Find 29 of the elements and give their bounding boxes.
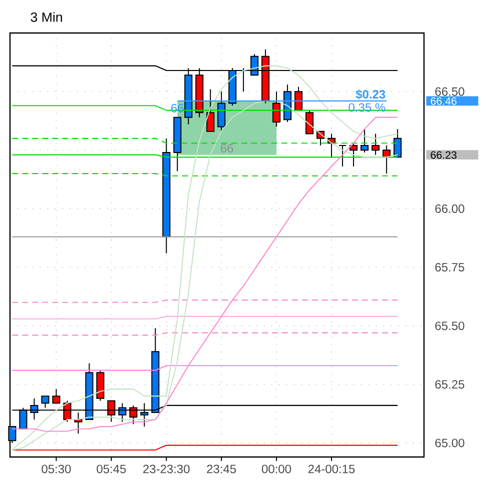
y-tick-label: 65.00 xyxy=(435,438,464,448)
candlestick xyxy=(372,133,380,156)
x-tick-label: 00:00 xyxy=(262,464,292,474)
annotation: 66 xyxy=(171,104,184,112)
candlestick xyxy=(394,128,402,158)
x-tick-label: 05:30 xyxy=(42,464,71,474)
y-tick-label: 66.00 xyxy=(435,204,464,213)
candlestick xyxy=(272,91,280,128)
chart-title: 3 Min xyxy=(30,12,62,22)
y-tick-label: 66.50 xyxy=(435,87,464,96)
candlestick xyxy=(338,144,347,168)
candlestick xyxy=(350,142,358,168)
annotation: 66 xyxy=(220,144,234,153)
text: 66.23 xyxy=(430,151,456,159)
candlestick xyxy=(294,86,303,111)
candlestick xyxy=(360,128,369,153)
y-tick-label: 65.50 xyxy=(435,322,464,330)
x-tick-label: 24-00:15 xyxy=(308,464,355,474)
y-tick-label: 65.25 xyxy=(435,380,464,389)
x-tick-label: 23-23:30 xyxy=(143,464,190,474)
candlestick xyxy=(305,110,314,134)
annotation: $0.23 xyxy=(356,90,386,100)
candlestick xyxy=(217,91,226,132)
candlestick xyxy=(52,388,60,404)
text: 66.46 xyxy=(430,97,456,105)
x-tick-label: 23:45 xyxy=(207,464,236,474)
candlestick xyxy=(206,88,214,132)
y-tick-label: 65.75 xyxy=(435,263,464,272)
x-tick-label: 05:45 xyxy=(96,464,126,474)
